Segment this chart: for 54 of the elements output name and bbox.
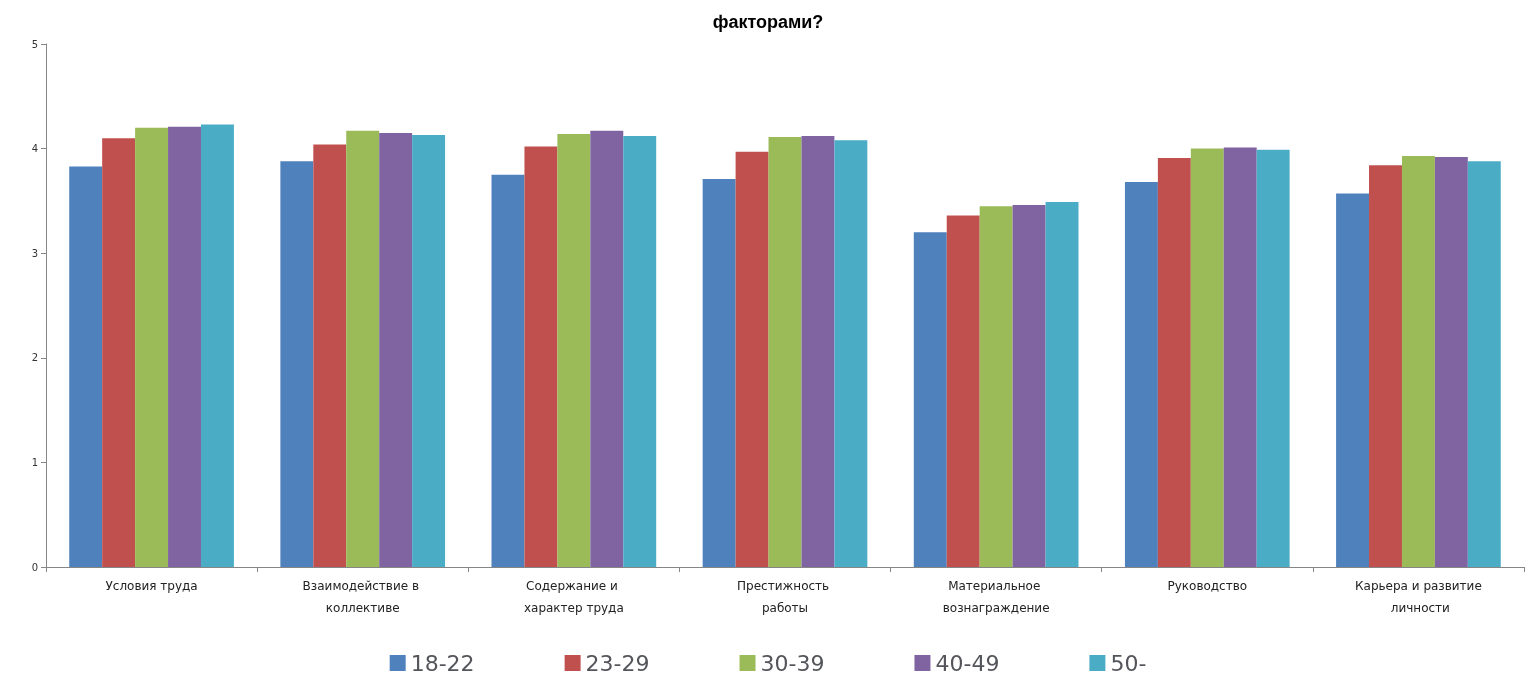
bar <box>1369 165 1402 567</box>
legend-label: 50- <box>1110 650 1147 676</box>
bar <box>1434 156 1468 567</box>
bar <box>379 132 413 567</box>
y-tick-label: 0 <box>31 561 38 573</box>
bar <box>913 232 947 567</box>
bar <box>557 133 591 567</box>
bar <box>1467 161 1501 567</box>
bar <box>735 151 769 567</box>
bar <box>979 206 1013 567</box>
x-tick-label: Содержание и характер труда <box>523 579 624 615</box>
bar <box>946 215 980 567</box>
bar <box>1124 182 1158 567</box>
bar <box>135 127 169 567</box>
bar <box>1190 148 1224 567</box>
bar <box>200 124 234 567</box>
bar <box>1401 155 1435 567</box>
bar <box>491 174 525 567</box>
legend-label: 30-39 <box>760 650 825 676</box>
bar <box>412 135 446 567</box>
bar <box>801 136 835 567</box>
x-tick-label: Карьера и развитие личности <box>1355 579 1482 615</box>
bar <box>1223 147 1257 567</box>
bar <box>313 144 347 567</box>
bar <box>1336 193 1370 567</box>
x-tick-label: Условия труда <box>105 579 198 593</box>
x-tick-label: Престижность работы <box>737 579 833 615</box>
bar <box>69 166 103 567</box>
y-tick-label: 5 <box>31 38 38 50</box>
legend-label: 23-29 <box>585 650 650 676</box>
bar <box>768 137 802 567</box>
y-tick-label: 4 <box>31 143 38 155</box>
bar <box>102 138 136 567</box>
bar <box>590 130 624 567</box>
bar <box>524 146 558 567</box>
chart-title: факторами? <box>712 12 824 32</box>
bar <box>834 140 868 567</box>
bar <box>280 161 314 567</box>
x-tick-label: Руководство <box>1167 579 1248 593</box>
x-tick-label: Материальное вознаграждение <box>942 579 1050 615</box>
y-tick-label: 3 <box>31 247 38 259</box>
bar <box>346 130 380 567</box>
y-tick-label: 2 <box>31 352 38 364</box>
legend-label: 40-49 <box>935 650 1000 676</box>
bar <box>623 136 657 567</box>
bar <box>168 126 201 567</box>
bar <box>1256 149 1290 567</box>
bar <box>1157 158 1191 567</box>
bar <box>702 178 736 567</box>
bar <box>1012 205 1046 567</box>
bar <box>1045 201 1079 567</box>
x-tick-label: Взаимодействие в коллективе <box>302 579 423 615</box>
legend-label: 18-22 <box>410 650 475 676</box>
y-tick-label: 1 <box>31 456 38 468</box>
